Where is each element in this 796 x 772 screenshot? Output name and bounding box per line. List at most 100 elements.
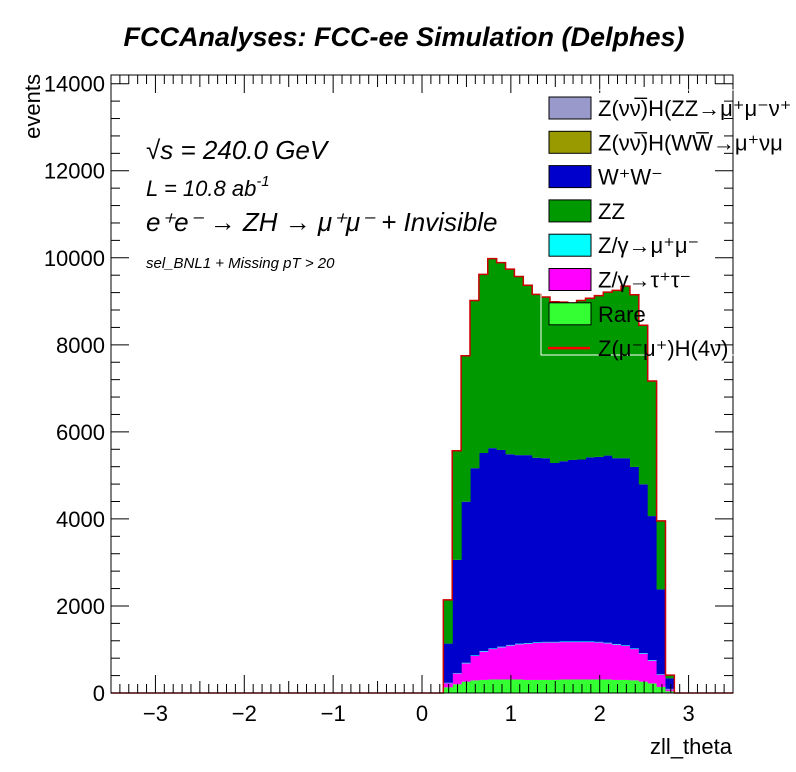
bar [621,679,631,693]
bar [585,457,595,642]
bar [656,686,667,693]
bar [594,642,604,680]
bar [603,455,613,643]
bar [478,452,489,652]
bar [478,651,489,652]
bar [461,355,471,502]
bar [629,466,640,649]
legend-label: W⁺W⁻ [598,165,663,190]
svg-text:√s = 240.0 GeV: √s = 240.0 GeV [146,135,330,165]
bar [532,294,542,458]
bar [496,646,507,648]
y-tick-label: 14000 [44,72,105,97]
bar [647,683,658,693]
y-tick-label: 6000 [56,420,105,445]
lumi-exponent: -1 [256,173,269,190]
bar [469,468,480,656]
bar [567,303,578,460]
bar [612,458,622,645]
x-tick-label: 3 [682,701,694,726]
bar [656,521,667,590]
bar [487,648,498,650]
y-axis: 0 2000 4000 6000 8000 10000 12000 14000 [44,72,733,706]
x-tick-label: 0 [416,701,428,726]
bar [549,642,560,680]
process-label: e⁺e⁻ → ZH → μ⁺μ⁻ + Invisible [146,207,497,237]
series-4 [443,258,675,679]
bar [576,679,587,693]
bar [549,679,560,693]
series-2 [443,641,675,690]
bar [594,456,604,642]
bar [576,459,587,642]
lumi-text: L = 10.8 ab [146,176,256,201]
bar [452,451,462,560]
bar [656,674,667,687]
bar [443,682,453,688]
bar [647,381,658,517]
bar [656,674,667,675]
y-tick-label: 4000 [56,507,105,532]
bar [567,641,578,643]
bar [532,642,542,680]
bar [603,292,613,456]
x-axis: −3 −2 −1 0 1 2 3 [110,75,734,726]
bar [505,645,516,680]
x-tick-label: 2 [594,701,606,726]
bar [443,643,453,683]
bar [505,679,516,693]
bar [514,644,524,680]
bar [523,285,533,456]
bar [541,297,551,459]
bar [621,286,631,459]
series-3 [443,448,675,689]
bar [469,300,480,469]
legend-swatch [548,199,592,223]
bar [478,274,489,453]
bar [443,600,453,644]
bar [443,687,453,693]
y-tick-label: 8000 [56,333,105,358]
legend-label: Rare [598,302,646,327]
bar [549,301,560,463]
x-tick-label: −2 [232,701,257,726]
bar [558,461,569,642]
bar [487,649,498,680]
bar [558,642,569,680]
bar [621,645,631,680]
x-tick-label: −1 [321,701,346,726]
bar [638,653,649,654]
sqrt-s-value: = 240.0 GeV [173,135,330,165]
bar [541,641,551,643]
y-tick-label: 10000 [44,246,105,271]
bar [665,678,675,689]
bar [532,679,542,693]
bar [647,660,658,661]
x-tick-label: −3 [143,701,168,726]
bar [594,679,604,693]
bar [523,679,533,693]
bar [612,644,622,645]
bar [541,458,551,642]
bar [505,454,516,645]
bar [665,689,675,692]
bar [594,641,604,643]
bar [638,325,649,485]
bar [496,449,507,647]
bar [452,684,462,693]
bar [603,643,613,680]
legend-swatch [548,130,592,154]
bar [621,458,631,646]
bar [612,679,622,693]
bar [576,300,587,460]
sqrt-s-symbol: √s [146,135,173,165]
legend-label: Z/γ→μ⁺μ⁻ [598,233,699,258]
bar [629,680,640,693]
bar [478,679,489,693]
bar [638,681,649,693]
bar [452,672,462,674]
series-0 [443,679,675,693]
bar [523,643,533,680]
bar [541,679,551,693]
bar [594,295,604,457]
